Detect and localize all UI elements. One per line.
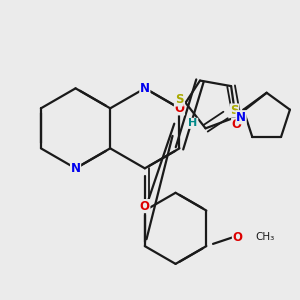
Text: N: N (236, 111, 246, 124)
Text: S: S (175, 93, 183, 106)
Text: S: S (230, 104, 239, 117)
Text: N: N (140, 82, 150, 95)
Text: N: N (70, 162, 81, 175)
Text: O: O (140, 200, 150, 213)
Text: O: O (175, 102, 184, 115)
Text: H: H (188, 118, 198, 128)
Text: O: O (232, 118, 242, 131)
Text: CH₃: CH₃ (255, 232, 274, 242)
Text: O: O (232, 231, 242, 244)
